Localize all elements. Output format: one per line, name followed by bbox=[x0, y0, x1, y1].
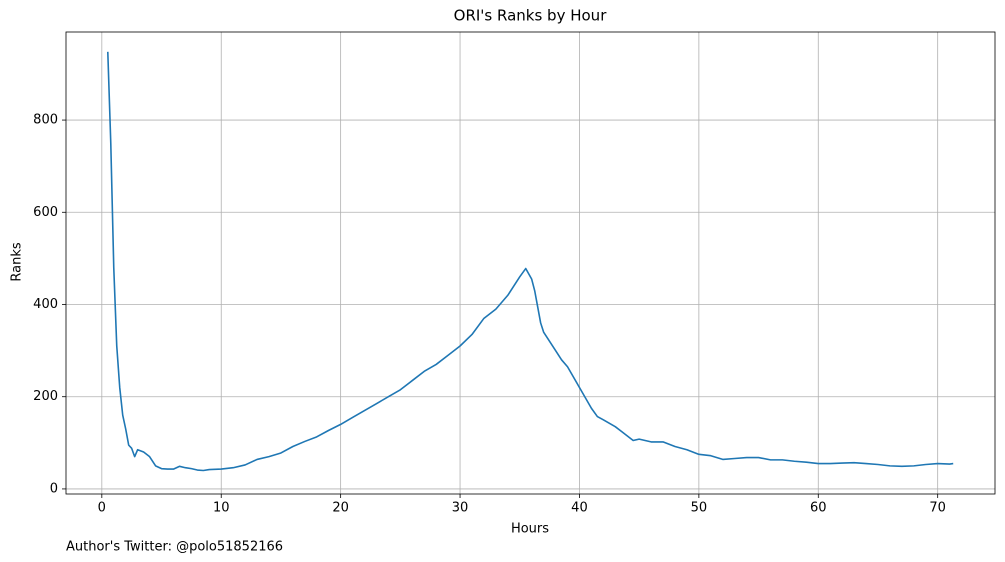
x-tick-label: 70 bbox=[929, 501, 946, 516]
y-tick-label: 400 bbox=[33, 297, 58, 312]
x-tick-label: 10 bbox=[213, 501, 230, 516]
x-tick-label: 50 bbox=[691, 501, 708, 516]
y-tick-label: 800 bbox=[33, 113, 58, 128]
y-tick-label: 600 bbox=[33, 205, 58, 220]
data-line bbox=[106, 51, 954, 472]
y-axis-label: Ranks bbox=[10, 242, 25, 281]
annotation: Author's Twitter: @polo51852166 bbox=[66, 540, 283, 555]
x-axis-label: Hours bbox=[511, 522, 549, 537]
chart-title: ORI's Ranks by Hour bbox=[454, 7, 608, 25]
x-tick-label: 60 bbox=[810, 501, 827, 516]
x-tick-label: 40 bbox=[571, 501, 588, 516]
x-tick-label: 0 bbox=[98, 501, 106, 516]
plot-frame bbox=[65, 31, 996, 495]
x-tick-label: 20 bbox=[332, 501, 349, 516]
y-tick-label: 0 bbox=[50, 481, 58, 496]
x-tick-label: 30 bbox=[452, 501, 469, 516]
y-tick-label: 200 bbox=[33, 389, 58, 404]
